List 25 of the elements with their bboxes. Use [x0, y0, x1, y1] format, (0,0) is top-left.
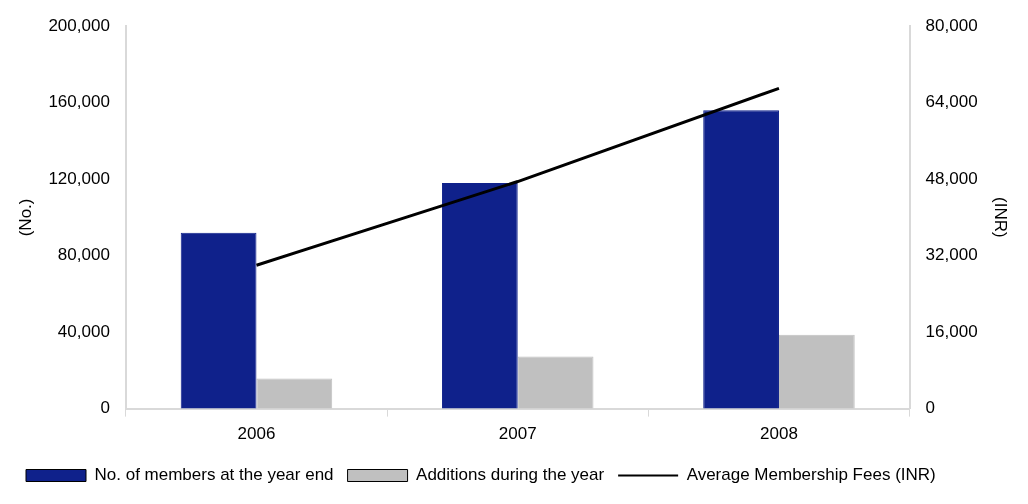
bar [517, 356, 594, 409]
y2-tick-label: 16,000 [925, 321, 978, 341]
y2-tick-label: 64,000 [925, 92, 978, 112]
legend-label: No. of members at the year end [94, 465, 334, 485]
bar [256, 378, 333, 409]
y2-tick-label: 48,000 [925, 168, 978, 188]
x-tick-label: 2008 [760, 424, 798, 444]
y2-tick-label: 32,000 [925, 245, 978, 265]
x-tick-label: 2007 [498, 424, 537, 444]
legend-label: Average Membership Fees (INR) [686, 465, 936, 485]
y2-tick-label: 0 [925, 398, 936, 418]
y2-tick-label: 80,000 [925, 15, 978, 35]
bar [778, 334, 855, 409]
y-tick-label: 0 [100, 398, 110, 418]
y2-axis-title: (INR) [991, 197, 1011, 238]
y-tick-label: 40,000 [57, 321, 110, 341]
y-axis-title: (No.) [15, 198, 35, 237]
bar [703, 110, 779, 409]
y-tick-label: 160,000 [48, 92, 110, 112]
y-tick-label: 120,000 [48, 168, 110, 188]
x-tick-label: 2006 [237, 424, 276, 444]
bar [441, 182, 518, 409]
legend-label: Additions during the year [416, 465, 605, 485]
y-tick-label: 80,000 [57, 245, 110, 265]
y-tick-label: 200,000 [48, 15, 110, 35]
